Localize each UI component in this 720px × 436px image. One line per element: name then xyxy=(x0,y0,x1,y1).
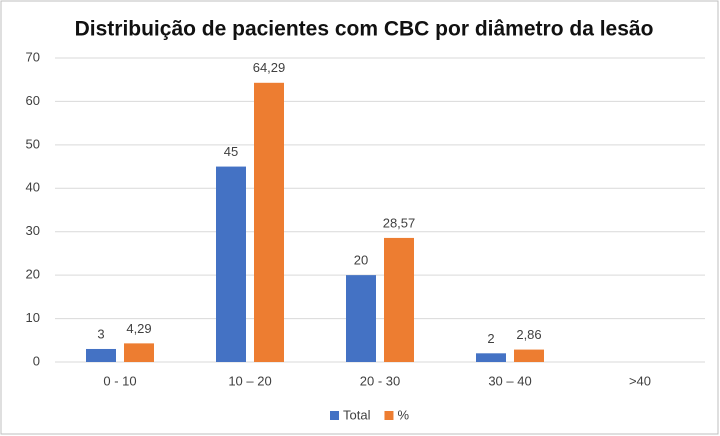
y-tick-label: 60 xyxy=(26,93,40,108)
legend-swatch xyxy=(330,411,339,420)
y-tick-label: 20 xyxy=(26,267,40,282)
x-tick-label: >40 xyxy=(629,373,651,388)
bar xyxy=(86,348,116,362)
x-tick-label: 10 – 20 xyxy=(228,373,271,388)
bar xyxy=(346,275,376,362)
data-label: 2 xyxy=(487,331,494,346)
x-tick-label: 30 – 40 xyxy=(488,373,531,388)
chart-title: Distribuição de pacientes com CBC por di… xyxy=(75,18,654,41)
x-tick-label: 20 - 30 xyxy=(360,373,400,388)
bar xyxy=(384,237,414,362)
data-label: 2,86 xyxy=(516,327,541,342)
bar xyxy=(124,343,154,362)
legend-swatch xyxy=(384,411,394,420)
y-tick-label: 0 xyxy=(33,353,40,368)
data-label: 3 xyxy=(97,326,104,341)
x-tick-label: 0 - 10 xyxy=(103,373,136,388)
data-label: 45 xyxy=(224,144,238,159)
data-label: 4,29 xyxy=(126,321,151,336)
y-tick-label: 70 xyxy=(26,49,40,64)
y-tick-label: 50 xyxy=(26,136,40,151)
legend-label: % xyxy=(397,407,409,422)
data-label: 20 xyxy=(354,253,368,268)
bar xyxy=(514,349,544,362)
bar xyxy=(254,82,284,362)
y-tick-label: 40 xyxy=(26,180,40,195)
bar xyxy=(216,166,246,362)
legend-label: Total xyxy=(343,407,371,422)
data-label: 64,29 xyxy=(253,60,286,75)
y-tick-label: 30 xyxy=(26,223,40,238)
bar xyxy=(476,353,506,362)
data-label: 28,57 xyxy=(383,215,416,230)
y-tick-label: 10 xyxy=(26,310,40,325)
